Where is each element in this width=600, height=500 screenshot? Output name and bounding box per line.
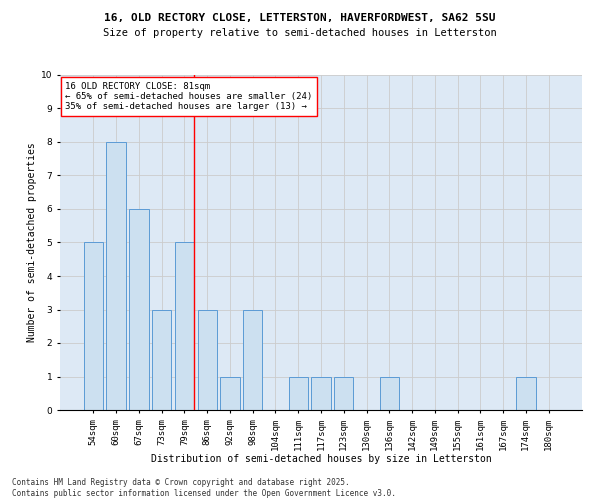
Bar: [380, 376, 399, 410]
Bar: [129, 209, 149, 410]
Bar: [175, 242, 194, 410]
Bar: [152, 310, 172, 410]
Bar: [197, 310, 217, 410]
Bar: [106, 142, 126, 410]
Bar: [84, 242, 103, 410]
Y-axis label: Number of semi-detached properties: Number of semi-detached properties: [26, 142, 37, 342]
Bar: [334, 376, 353, 410]
Bar: [243, 310, 262, 410]
Text: Contains HM Land Registry data © Crown copyright and database right 2025.
Contai: Contains HM Land Registry data © Crown c…: [12, 478, 396, 498]
Bar: [289, 376, 308, 410]
Bar: [516, 376, 536, 410]
Text: 16, OLD RECTORY CLOSE, LETTERSTON, HAVERFORDWEST, SA62 5SU: 16, OLD RECTORY CLOSE, LETTERSTON, HAVER…: [104, 12, 496, 22]
Bar: [311, 376, 331, 410]
Text: 16 OLD RECTORY CLOSE: 81sqm
← 65% of semi-detached houses are smaller (24)
35% o: 16 OLD RECTORY CLOSE: 81sqm ← 65% of sem…: [65, 82, 313, 112]
X-axis label: Distribution of semi-detached houses by size in Letterston: Distribution of semi-detached houses by …: [151, 454, 491, 464]
Bar: [220, 376, 239, 410]
Text: Size of property relative to semi-detached houses in Letterston: Size of property relative to semi-detach…: [103, 28, 497, 38]
